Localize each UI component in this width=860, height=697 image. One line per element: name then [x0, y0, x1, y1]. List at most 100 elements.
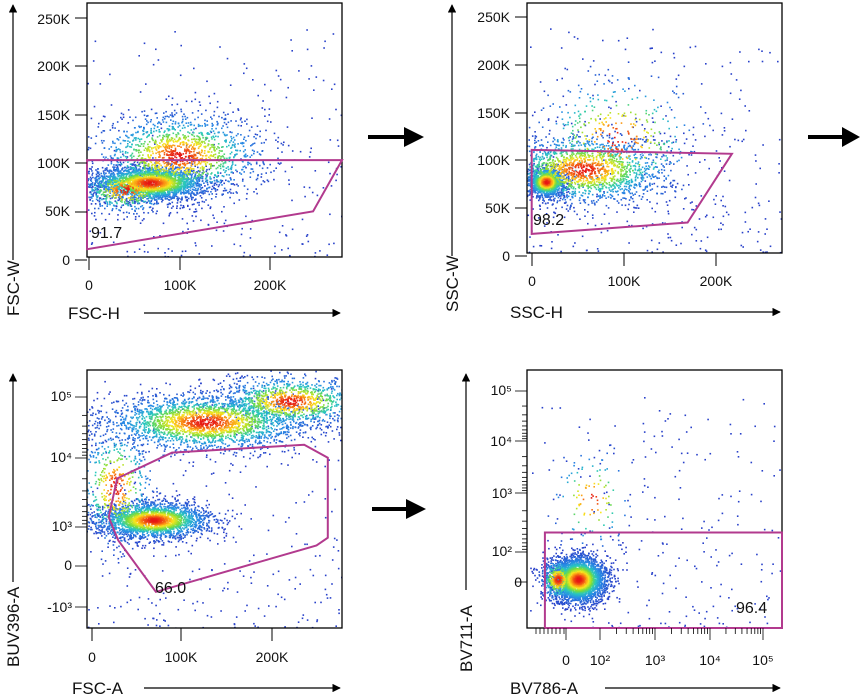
p1-point	[90, 137, 93, 139]
p2-point	[603, 213, 606, 215]
p1-point	[225, 170, 227, 172]
p1-point	[135, 150, 138, 152]
p1-point	[193, 135, 196, 138]
p1-point	[146, 201, 149, 204]
p1-point	[164, 174, 167, 177]
p1-point	[324, 40, 326, 43]
p1-point	[236, 149, 238, 152]
p1-point	[335, 108, 337, 111]
p1-point	[143, 143, 145, 145]
p2-point	[523, 197, 525, 199]
p1-point	[81, 139, 83, 141]
p2-point	[729, 61, 732, 64]
p1-point	[168, 95, 170, 98]
p1-point	[114, 180, 117, 182]
p1-point	[78, 176, 80, 178]
p1-point	[123, 177, 125, 179]
p1-point	[94, 203, 97, 205]
p1-point	[251, 168, 254, 170]
p1-point	[106, 197, 108, 199]
p1-point	[207, 151, 210, 153]
p2-point	[587, 211, 589, 213]
p1-point	[171, 197, 174, 200]
p1-point	[148, 193, 150, 195]
p1-point	[162, 138, 164, 140]
p1-point	[221, 210, 223, 213]
p1-point	[208, 133, 211, 135]
p1-point	[159, 169, 161, 171]
p1-point	[154, 199, 156, 201]
p1-point	[94, 179, 97, 181]
p1-point	[131, 201, 134, 203]
p1-point	[206, 132, 208, 135]
p1-point	[158, 129, 160, 131]
p1-point	[133, 199, 135, 201]
p1-point	[305, 235, 308, 237]
p1-point	[94, 182, 97, 185]
p1-point	[207, 190, 209, 193]
p1-point	[84, 132, 86, 134]
p1-point	[114, 170, 117, 172]
p1-point	[144, 176, 147, 179]
p1-point	[239, 245, 242, 247]
p1-point	[122, 193, 125, 196]
p1-point	[150, 129, 152, 132]
p1-point	[120, 163, 123, 166]
p1-point	[170, 174, 172, 177]
p1-point	[196, 163, 198, 166]
p1-point	[164, 130, 166, 132]
p1-point	[216, 180, 218, 182]
p2-point	[641, 124, 644, 126]
p1-point	[127, 140, 129, 142]
p1-point	[95, 169, 97, 171]
p1-point	[263, 141, 265, 144]
p1-point	[133, 137, 136, 139]
p1-point	[194, 154, 197, 157]
p1-point	[267, 180, 270, 183]
p1-point	[111, 185, 114, 187]
p1-point	[145, 170, 147, 172]
p1-point	[176, 205, 178, 207]
p2-point	[600, 231, 603, 234]
p1-point	[163, 156, 165, 159]
p1-point	[199, 104, 202, 106]
p2-point	[667, 210, 669, 213]
p1-point	[173, 154, 175, 156]
p1-point	[167, 189, 169, 191]
p1-point	[176, 170, 178, 173]
p1-point	[158, 153, 161, 155]
p1-point	[237, 109, 240, 111]
p1-point	[123, 169, 126, 172]
p1-point	[206, 137, 209, 139]
p2-point	[555, 120, 557, 123]
p2-point	[755, 160, 757, 162]
p1-point	[159, 190, 161, 193]
p1-point	[220, 156, 222, 158]
p1-point	[147, 121, 149, 124]
p1-point	[192, 183, 194, 186]
p1-point	[173, 192, 176, 195]
p1-point	[229, 177, 232, 179]
p1-point	[125, 179, 128, 181]
p2-point	[523, 175, 525, 177]
p1-point	[204, 139, 207, 141]
p1-point	[106, 181, 108, 184]
p1-point	[226, 157, 228, 160]
p1-point	[103, 184, 106, 187]
p1-point	[104, 202, 106, 205]
p1-point	[91, 195, 94, 197]
p1-point	[196, 182, 199, 185]
p1-point	[107, 170, 109, 172]
p1-point	[76, 188, 78, 190]
p1-point	[203, 189, 205, 192]
p1-point	[159, 156, 161, 158]
p1-point	[240, 125, 242, 127]
p1-point	[131, 208, 133, 210]
p1-point	[117, 186, 119, 188]
p1-point	[121, 198, 123, 200]
p1-point	[177, 133, 180, 135]
p1-point	[182, 189, 185, 191]
p1-point	[146, 171, 149, 174]
p1-point	[178, 176, 180, 178]
